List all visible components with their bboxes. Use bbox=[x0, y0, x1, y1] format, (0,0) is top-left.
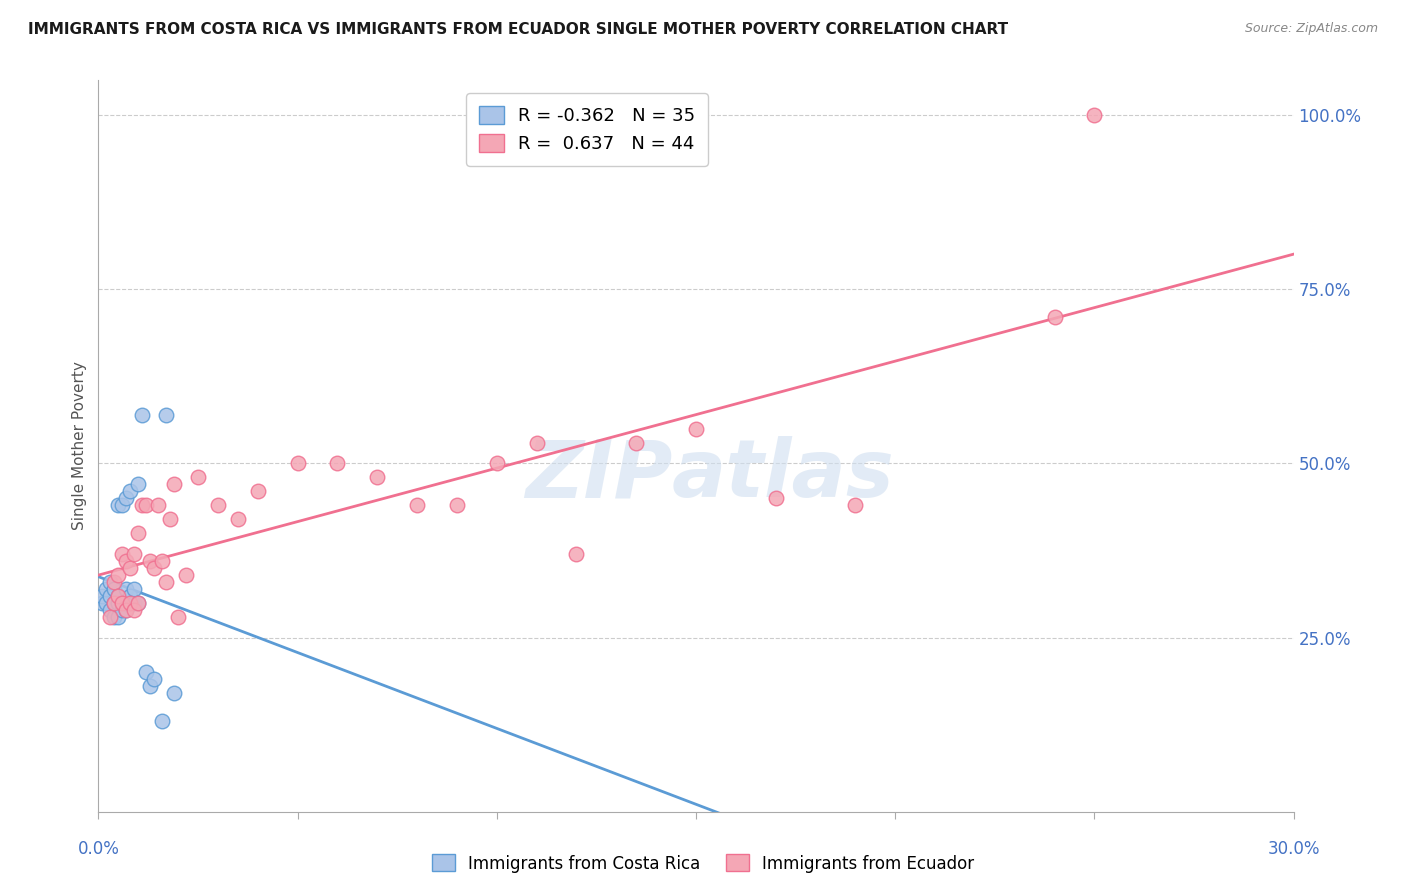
Legend: Immigrants from Costa Rica, Immigrants from Ecuador: Immigrants from Costa Rica, Immigrants f… bbox=[425, 847, 981, 880]
Point bbox=[143, 673, 166, 687]
Point bbox=[485, 457, 508, 471]
Point bbox=[103, 582, 125, 596]
Point bbox=[150, 554, 173, 568]
Point bbox=[1083, 108, 1105, 122]
Point bbox=[148, 498, 170, 512]
Y-axis label: Single Mother Poverty: Single Mother Poverty bbox=[72, 361, 87, 531]
Point bbox=[124, 547, 146, 561]
Point bbox=[115, 603, 138, 617]
Legend: R = -0.362   N = 35, R =  0.637   N = 44: R = -0.362 N = 35, R = 0.637 N = 44 bbox=[465, 93, 709, 166]
Point bbox=[207, 498, 229, 512]
Point bbox=[139, 679, 162, 693]
Point bbox=[131, 498, 153, 512]
Point bbox=[115, 554, 138, 568]
Point bbox=[98, 603, 122, 617]
Point bbox=[98, 574, 122, 589]
Point bbox=[226, 512, 249, 526]
Point bbox=[163, 477, 186, 491]
Point bbox=[155, 408, 177, 422]
Point bbox=[526, 435, 548, 450]
Point bbox=[155, 574, 177, 589]
Point bbox=[107, 589, 129, 603]
Text: ZIP: ZIP bbox=[524, 436, 672, 515]
Point bbox=[844, 498, 866, 512]
Point bbox=[174, 567, 197, 582]
Point bbox=[115, 491, 138, 506]
Point bbox=[111, 596, 134, 610]
Point bbox=[107, 589, 129, 603]
Point bbox=[111, 498, 134, 512]
Point bbox=[124, 603, 146, 617]
Point bbox=[120, 596, 142, 610]
Point bbox=[98, 589, 122, 603]
Point bbox=[111, 603, 134, 617]
Point bbox=[127, 526, 149, 541]
Point bbox=[107, 609, 129, 624]
Point bbox=[103, 596, 125, 610]
Point bbox=[115, 582, 138, 596]
Point bbox=[103, 574, 125, 589]
Point bbox=[135, 498, 157, 512]
Point bbox=[163, 686, 186, 700]
Point bbox=[107, 498, 129, 512]
Point bbox=[406, 498, 429, 512]
Point bbox=[139, 554, 162, 568]
Point bbox=[187, 470, 209, 484]
Point bbox=[120, 589, 142, 603]
Point bbox=[115, 603, 138, 617]
Point bbox=[124, 582, 146, 596]
Point bbox=[765, 491, 787, 506]
Point bbox=[246, 484, 269, 499]
Point bbox=[98, 609, 122, 624]
Point bbox=[167, 609, 190, 624]
Point bbox=[366, 470, 388, 484]
Point bbox=[1043, 310, 1066, 325]
Point bbox=[107, 596, 129, 610]
Text: IMMIGRANTS FROM COSTA RICA VS IMMIGRANTS FROM ECUADOR SINGLE MOTHER POVERTY CORR: IMMIGRANTS FROM COSTA RICA VS IMMIGRANTS… bbox=[28, 22, 1008, 37]
Point bbox=[115, 596, 138, 610]
Text: Source: ZipAtlas.com: Source: ZipAtlas.com bbox=[1244, 22, 1378, 36]
Point bbox=[120, 484, 142, 499]
Point bbox=[91, 596, 114, 610]
Point bbox=[111, 596, 134, 610]
Point bbox=[103, 609, 125, 624]
Point bbox=[150, 714, 173, 728]
Point bbox=[120, 561, 142, 575]
Point bbox=[446, 498, 468, 512]
Text: 0.0%: 0.0% bbox=[77, 839, 120, 857]
Text: 30.0%: 30.0% bbox=[1267, 839, 1320, 857]
Point bbox=[103, 596, 125, 610]
Point bbox=[135, 665, 157, 680]
Point bbox=[127, 477, 149, 491]
Point bbox=[96, 596, 118, 610]
Point bbox=[565, 547, 588, 561]
Point bbox=[131, 408, 153, 422]
Point bbox=[120, 596, 142, 610]
Point bbox=[127, 596, 149, 610]
Point bbox=[287, 457, 309, 471]
Point bbox=[143, 561, 166, 575]
Point bbox=[127, 596, 149, 610]
Point bbox=[626, 435, 648, 450]
Point bbox=[91, 589, 114, 603]
Point bbox=[326, 457, 349, 471]
Point bbox=[96, 582, 118, 596]
Point bbox=[111, 547, 134, 561]
Point bbox=[124, 596, 146, 610]
Point bbox=[159, 512, 181, 526]
Text: atlas: atlas bbox=[672, 436, 894, 515]
Point bbox=[107, 567, 129, 582]
Point bbox=[685, 421, 707, 435]
